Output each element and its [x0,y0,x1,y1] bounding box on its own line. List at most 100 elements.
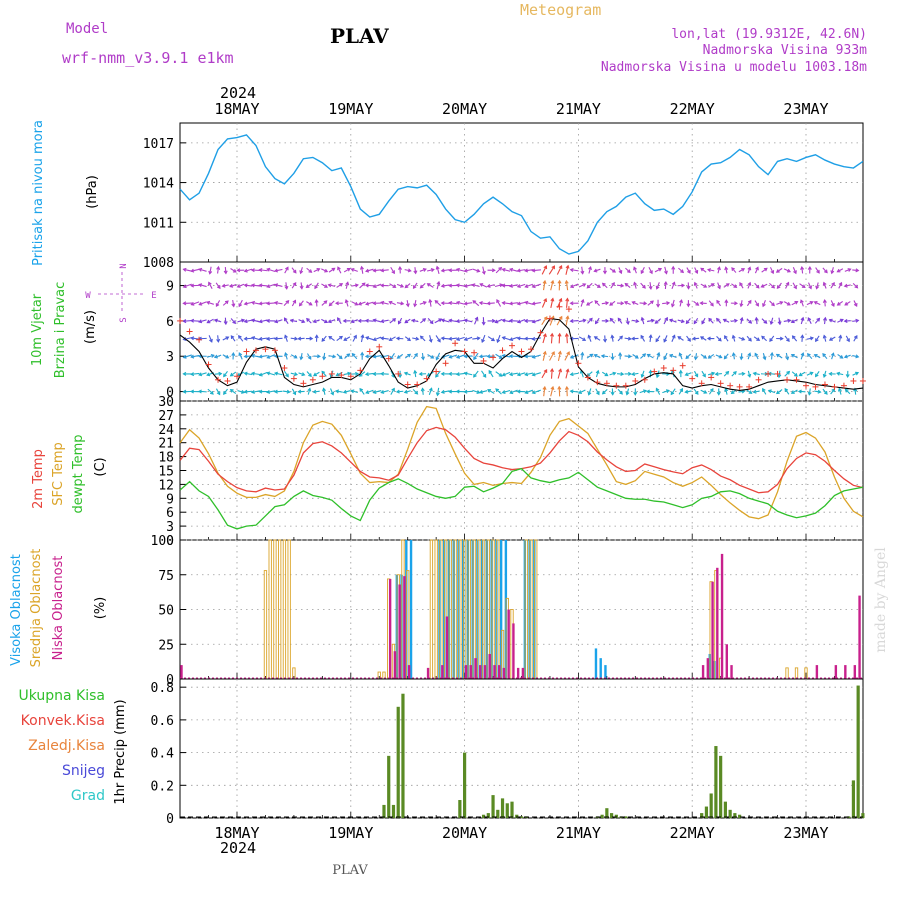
wind-arrow-head [631,372,636,377]
wind-arrow-head [671,281,676,286]
wind-arrow [487,302,495,305]
wind-arrow [532,269,541,272]
wind-arrow-head [243,371,248,376]
wind-arrow [663,352,668,360]
wind-arrow-head [372,318,377,323]
wind-arrow-head [380,319,385,324]
cloud-low-bar [403,576,406,679]
wind-arrow-head [209,338,213,343]
cloud-low-bar [521,667,525,679]
wind-arrow-head [642,389,648,394]
wind-arrow-head [760,284,765,288]
wind-arrow [570,320,579,322]
wind-arrow-head [680,269,685,274]
wind-arrow-head [440,371,445,376]
bottom-day-label: 20MAY [442,824,487,842]
wind-arrow-head [610,391,615,396]
wind-arrow [594,283,601,288]
wind-arrow-head [748,390,753,394]
wind-arrow-head [198,267,203,272]
wind-arrow-head [550,279,555,284]
wind-arrow [479,302,488,305]
wind-arrow-head [501,353,506,358]
wind-arrow-head [273,268,279,273]
wind-arrow-head [346,353,351,358]
wind-arrow-head [210,353,215,358]
wind-arrow [594,354,601,359]
wind-arrow-head [258,336,263,341]
wind-arrow-head [694,391,699,395]
wind-arrow-head [769,338,773,343]
wind-arrow [373,269,382,272]
wind-arrow-head [666,301,671,306]
wind-arrow [361,266,364,274]
wind-arrow-head [706,336,711,341]
wind-arrow-head [225,336,230,340]
wind-ytick-label: 0 [166,386,174,401]
wind-arrow [578,283,586,288]
wind-arrow-head [569,267,574,272]
wind-arrow-head [501,318,506,323]
wind-arrow [570,372,579,376]
wind-arrow-head [706,268,712,273]
wind-arrow [321,283,328,288]
wind-arrow [550,280,554,291]
cloud-low-bar [516,667,520,679]
wind-arrow-head [784,387,789,392]
wind-arrow-head [813,301,818,305]
wind-arrow-head [648,334,653,339]
wind-arrow-head [418,371,423,376]
wind-arrow [449,337,458,340]
wind-arrow [359,371,366,377]
wind-arrow-head [777,321,782,326]
wind-arrow [351,319,358,323]
wind-arrow-head [609,317,614,322]
wind-arrow-head [350,389,355,394]
wind-arrow-head [790,353,795,358]
wind-arrow [435,335,441,343]
wind-arrow-head [844,301,849,306]
wind-arrow [510,389,518,394]
wind-arrow-head [359,387,364,392]
wind-arrow [429,299,432,307]
precip-total-bar [382,804,386,818]
wind-arrow-head [786,338,790,343]
wind-arrow-head [293,372,299,377]
wind-arrow-head [558,315,563,320]
wind-arrow-head [594,300,599,304]
wind-arrow-head [364,283,369,288]
wind-arrow-head [404,319,409,324]
wind-arrow [541,298,547,308]
bottom-day-label: 19MAY [328,824,373,842]
wind-arrow-head [308,269,313,273]
wind-arrow-head [241,318,246,323]
model-altitude: Nadmorska Visina u modelu 1003.18m [601,60,867,75]
precip-ytick-label: 0 [166,812,174,827]
wind-arrow-head [763,320,768,324]
wind-arrow [771,352,773,360]
wind-arrow-head [258,268,263,273]
wind-arrow [464,302,473,305]
wind-arrow [541,369,548,379]
wind-arrow-head [703,390,708,394]
wind-arrow [420,335,426,342]
cloud-unit: (%) [93,597,108,620]
wind-arrow [776,267,783,273]
wind-arrow [588,266,592,274]
wind-arrow [456,301,465,305]
wind-arrow-head [703,284,708,288]
wind-arrow [595,370,599,378]
wind-arrow [670,388,676,395]
wind-arrow-head [603,338,608,343]
wind-arrow-head [620,301,625,306]
wind-arrow [474,317,478,325]
wind-arrow [456,268,465,272]
wind-arrow-head [664,270,668,275]
wind-arrow-head [440,318,445,323]
precip-total-bar [856,685,860,818]
wind-arrow-head [717,337,722,342]
wind-arrow-head [251,336,256,340]
wind-arrow [237,390,245,394]
wind-arrow [565,265,569,275]
wind-arrow-head [258,301,263,306]
